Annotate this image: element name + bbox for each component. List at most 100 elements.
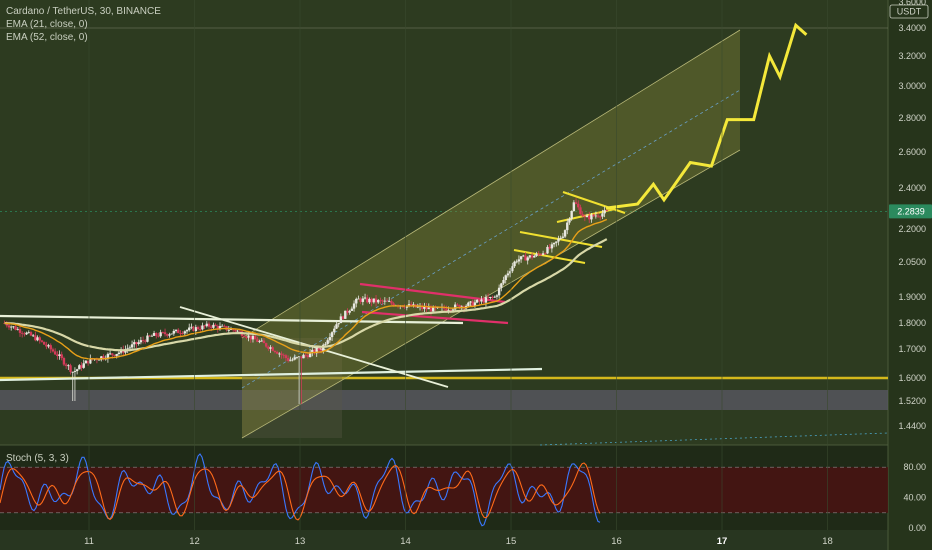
candle-body	[75, 369, 79, 371]
candle-body	[330, 332, 334, 338]
candle-body	[517, 259, 521, 262]
y-tick-label: 3.4000	[898, 23, 926, 33]
candle-body	[7, 325, 11, 328]
candle-body	[201, 325, 204, 330]
candle-body	[550, 244, 554, 249]
candle-body	[388, 301, 391, 303]
price-pane	[0, 22, 889, 446]
candle-body	[36, 337, 39, 341]
candle-body	[256, 339, 259, 342]
candle-body	[447, 310, 450, 311]
candle-body	[227, 329, 230, 331]
candle-body	[113, 354, 116, 356]
candle-body	[181, 333, 184, 335]
y-tick-label: 3.2000	[898, 51, 926, 61]
candle-body	[117, 352, 121, 355]
candle-body	[188, 327, 191, 331]
candle-body	[192, 326, 195, 332]
candle-body	[357, 298, 360, 300]
stoch-y-tick-label: 0.00	[908, 523, 926, 533]
candle-body	[324, 343, 327, 345]
candle-body	[374, 298, 378, 303]
candle-body	[242, 335, 246, 338]
candle-body	[513, 261, 516, 267]
candle-body	[106, 353, 110, 359]
candle-body	[579, 207, 582, 215]
candle-body	[486, 297, 490, 299]
candle-body	[249, 335, 252, 340]
candle-body	[473, 302, 477, 306]
candle-body	[51, 349, 55, 352]
ema-slow-line	[4, 238, 608, 352]
candle-body	[541, 253, 545, 255]
candle-body	[69, 365, 72, 372]
candle-body	[139, 340, 143, 343]
candle-body	[572, 202, 576, 212]
candle-body	[34, 335, 37, 341]
y-tick-label: 2.8000	[898, 113, 926, 123]
candle-body	[381, 300, 384, 302]
projection-dotted-line	[539, 432, 889, 446]
currency-badge: USDT	[897, 7, 922, 17]
candle-body	[522, 255, 525, 257]
stoch-legend: Stoch (5, 3, 3)	[6, 453, 69, 464]
candle-body	[220, 325, 224, 327]
candle-body	[45, 344, 48, 347]
candle-body	[319, 350, 323, 352]
candle-body	[53, 351, 57, 355]
candle-body	[592, 214, 595, 217]
candle-body	[183, 331, 187, 334]
candle-body	[135, 342, 138, 345]
candle-body	[163, 332, 167, 335]
candle-body	[271, 347, 274, 351]
x-tick-label: 16	[611, 536, 622, 547]
candle-body	[166, 334, 169, 336]
x-tick-label: 18	[822, 536, 833, 547]
candle-body	[5, 323, 8, 326]
candle-body	[223, 325, 226, 327]
measure-box	[242, 338, 342, 438]
candle-body	[273, 350, 277, 352]
candle-body	[194, 327, 198, 332]
candle-body	[519, 256, 523, 260]
y-tick-label: 1.6000	[898, 373, 926, 383]
stoch-y-tick-label: 40.00	[903, 493, 926, 503]
candle-body	[304, 354, 307, 356]
candle-body	[40, 340, 44, 342]
candle-body	[467, 302, 470, 306]
candle-body	[78, 365, 81, 370]
candle-body	[218, 326, 222, 329]
candle-body	[511, 266, 514, 272]
currency-badge-box[interactable]	[889, 4, 929, 19]
candle-body	[480, 299, 483, 302]
candle-body	[12, 326, 15, 328]
candle-body	[482, 299, 485, 303]
candle-body	[524, 255, 527, 261]
projection-path	[605, 22, 808, 210]
candle-body	[308, 352, 312, 358]
candle-body	[339, 316, 343, 324]
price-axis-bg	[888, 0, 932, 550]
candle-body	[469, 301, 472, 303]
price-badge-box	[889, 204, 932, 219]
candle-body	[177, 329, 180, 334]
candle-body	[361, 298, 365, 302]
candle-body	[199, 329, 202, 330]
candle-body	[73, 370, 77, 372]
candle-body	[359, 298, 362, 302]
candle-body	[599, 216, 602, 218]
candle-body	[27, 332, 30, 333]
candle-body	[251, 335, 255, 340]
flag-bottom-line	[361, 310, 509, 325]
x-tick-label: 17	[717, 536, 728, 547]
candle-body	[366, 297, 369, 303]
candle-body	[502, 280, 505, 284]
candle-body	[559, 237, 562, 239]
candle-body	[207, 323, 211, 327]
candle-body	[546, 246, 549, 254]
candle-body	[111, 353, 114, 355]
candle-body	[97, 359, 101, 361]
x-tick-label: 12	[189, 536, 200, 547]
candle-body	[552, 242, 556, 245]
